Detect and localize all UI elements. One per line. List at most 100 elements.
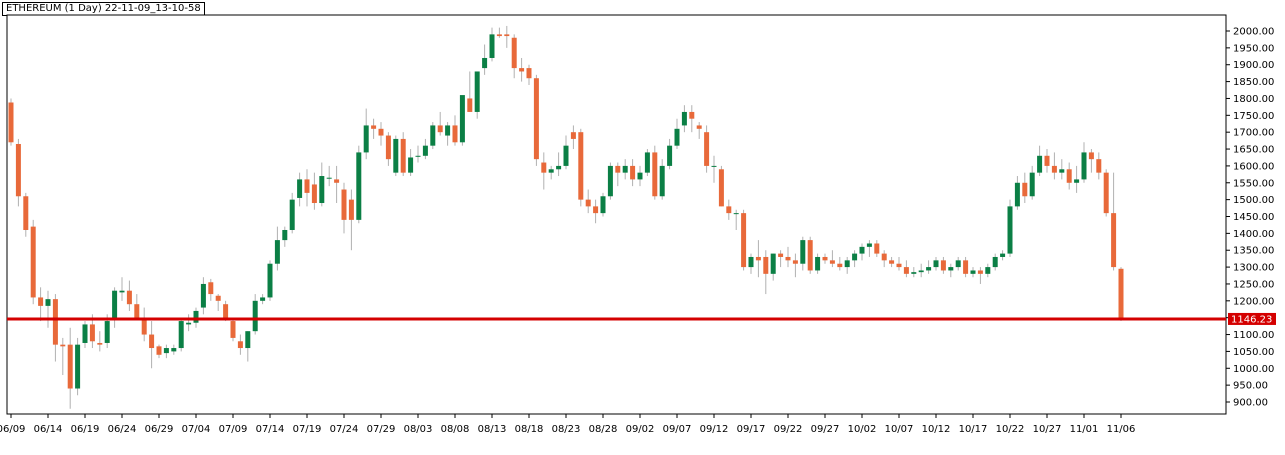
x-tick-label: 10/27 (1033, 424, 1062, 435)
candle-down (1051, 165, 1057, 173)
candle-up (548, 169, 554, 173)
candle-up (748, 256, 754, 268)
candle-down (1096, 159, 1102, 173)
x-axis: 06/09 06/14 06/19 06/24 06/29 07/04 07/09 07/14… (0, 414, 1135, 435)
candle-down (578, 132, 584, 200)
candle-up (637, 172, 643, 180)
candle-down (23, 196, 29, 230)
candle-up (163, 348, 169, 354)
candle-down (1088, 152, 1094, 160)
candle-down (467, 98, 473, 112)
candle-up (171, 348, 177, 352)
candle-up (644, 152, 650, 173)
candle-up (267, 263, 273, 298)
candle-up (674, 128, 680, 146)
candle-down (541, 162, 547, 173)
candle-up (474, 71, 480, 112)
candle-up (770, 253, 776, 274)
x-tick-label: 06/09 (0, 424, 25, 435)
candle-down (126, 290, 132, 305)
candle-up (112, 290, 118, 320)
candle-up (933, 260, 939, 268)
candle-up (459, 95, 465, 143)
candle-up (282, 229, 288, 241)
candle-up (482, 57, 488, 69)
y-tick-label: 1950.00 (1233, 43, 1274, 54)
candle-down (726, 206, 732, 214)
x-tick-label: 10/12 (922, 424, 951, 435)
x-tick-label: 06/19 (71, 424, 100, 435)
candle-down (230, 321, 236, 338)
x-tick-label: 07/14 (256, 424, 285, 435)
x-tick-label: 11/01 (1070, 424, 1099, 435)
level-price-label: 1146.23 (1231, 314, 1272, 325)
candle-up (319, 176, 325, 204)
candle-down (829, 260, 835, 264)
candle-down (963, 260, 969, 274)
y-tick-label: 1100.00 (1233, 330, 1274, 341)
candle-up (1074, 179, 1080, 183)
candle-down (223, 304, 229, 318)
candle-up (75, 344, 81, 389)
candle-up (363, 125, 369, 153)
candle-down (334, 179, 340, 183)
candle-down (141, 317, 147, 335)
candle-up (489, 34, 495, 58)
candle-up (178, 321, 184, 349)
candle-down (237, 341, 243, 349)
candle-down (763, 256, 769, 274)
candle-down (378, 128, 384, 136)
candle-down (533, 78, 539, 160)
candle-down (30, 226, 36, 298)
candle-up (659, 165, 665, 197)
candle-down (792, 260, 798, 264)
x-tick-label: 06/29 (145, 424, 174, 435)
candle-down (585, 199, 591, 207)
candle-up (252, 300, 258, 332)
y-tick-label: 2000.00 (1233, 27, 1274, 38)
candle-down (385, 135, 391, 160)
candle-up (445, 125, 451, 136)
x-tick-label: 07/09 (219, 424, 248, 435)
candles-layer (8, 25, 1124, 409)
candle-up (430, 125, 436, 146)
candle-down (903, 267, 909, 274)
candle-up (326, 177, 332, 179)
x-tick-label: 10/02 (848, 424, 877, 435)
candle-down (526, 68, 532, 79)
y-tick-label: 1900.00 (1233, 60, 1274, 71)
candle-up (556, 165, 562, 170)
y-tick-label: 1250.00 (1233, 279, 1274, 290)
x-tick-label: 08/08 (441, 424, 470, 435)
candle-down (208, 282, 214, 295)
candle-down (215, 295, 221, 301)
candle-up (200, 283, 206, 308)
x-tick-label: 07/04 (182, 424, 211, 435)
y-tick-label: 1200.00 (1233, 296, 1274, 307)
candle-up (82, 324, 88, 343)
candle-down (874, 243, 880, 254)
candle-down (837, 263, 843, 268)
candle-down (807, 240, 813, 271)
x-tick-label: 10/17 (959, 424, 988, 435)
candle-up (1081, 152, 1087, 180)
candle-down (1111, 213, 1117, 268)
y-tick-label: 1450.00 (1233, 212, 1274, 223)
candle-up (45, 299, 51, 306)
candle-down (755, 256, 761, 261)
x-tick-label: 08/18 (515, 424, 544, 435)
candle-down (97, 342, 103, 345)
candle-down (570, 132, 576, 139)
candle-up (733, 213, 739, 215)
x-tick-label: 09/17 (737, 424, 766, 435)
candle-up (992, 256, 998, 268)
candle-up (422, 145, 428, 156)
y-tick-label: 1700.00 (1233, 128, 1274, 139)
candle-down (437, 125, 443, 133)
candle-down (452, 125, 458, 143)
level-price-badge (1228, 312, 1276, 325)
candle-up (926, 267, 932, 271)
x-tick-label: 08/28 (589, 424, 618, 435)
candle-down (341, 189, 347, 220)
